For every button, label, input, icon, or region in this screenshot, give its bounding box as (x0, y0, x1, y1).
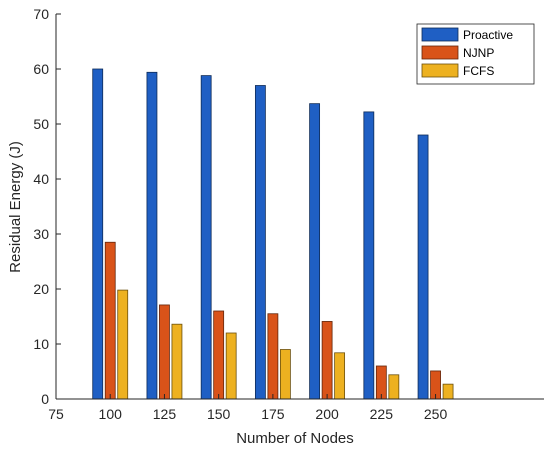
legend-swatch-fcfs (421, 63, 459, 78)
ticks-layer: 0 10 20 30 40 50 60 70 75 100 125 150 175 200 225 250 (33, 6, 447, 422)
bar-njnp-100 (104, 241, 116, 400)
bar-proactive-125 (146, 71, 158, 400)
x-tick-label: 100 (99, 406, 123, 422)
bar-fcfs-150 (225, 332, 237, 400)
y-tick-label: 50 (33, 116, 49, 132)
legend-label-proactive: Proactive (463, 28, 513, 42)
bar-fcfs-100 (117, 289, 129, 400)
y-tick-label: 0 (41, 391, 49, 407)
bar-fcfs-175 (279, 349, 291, 400)
y-tick-label: 30 (33, 226, 49, 242)
bar-njnp-125 (159, 304, 170, 400)
y-tick-label: 70 (33, 6, 49, 22)
legend-label-fcfs: FCFS (463, 64, 494, 78)
x-tick-label: 225 (370, 406, 394, 422)
y-tick-label: 40 (33, 171, 49, 187)
legend: Proactive NJNP FCFS (416, 23, 535, 85)
x-tick-label: 150 (207, 406, 231, 422)
y-tick-label: 20 (33, 281, 49, 297)
axes-layer (55, 14, 544, 400)
y-axis-title: Residual Energy (J) (7, 141, 24, 273)
bar-njnp-175 (267, 313, 279, 400)
legend-label-njnp: NJNP (463, 46, 494, 60)
bar-proactive-225 (363, 111, 375, 400)
bar-proactive-175 (254, 85, 266, 400)
bar-fcfs-125 (171, 323, 183, 400)
bar-njnp-200 (321, 321, 333, 400)
bar-fcfs-200 (334, 352, 346, 400)
bar-proactive-250 (417, 134, 429, 400)
y-tick-label: 60 (33, 61, 49, 77)
legend-swatch-proactive (421, 27, 459, 42)
x-tick-label: 175 (261, 406, 285, 422)
bar-njnp-150 (213, 310, 225, 400)
bar-proactive-200 (309, 103, 321, 400)
bars-layer (92, 68, 454, 400)
bar-proactive-100 (92, 68, 104, 400)
x-tick-label: 75 (48, 406, 64, 422)
bar-fcfs-250 (442, 383, 454, 400)
legend-swatch-njnp (421, 45, 459, 60)
x-axis-title: Number of Nodes (236, 430, 354, 447)
bar-proactive-150 (200, 75, 212, 400)
x-tick-label: 250 (424, 406, 448, 422)
y-tick-label: 10 (33, 336, 49, 352)
x-tick-label: 200 (315, 406, 339, 422)
x-tick-label: 125 (153, 406, 177, 422)
bar-fcfs-225 (388, 374, 400, 400)
